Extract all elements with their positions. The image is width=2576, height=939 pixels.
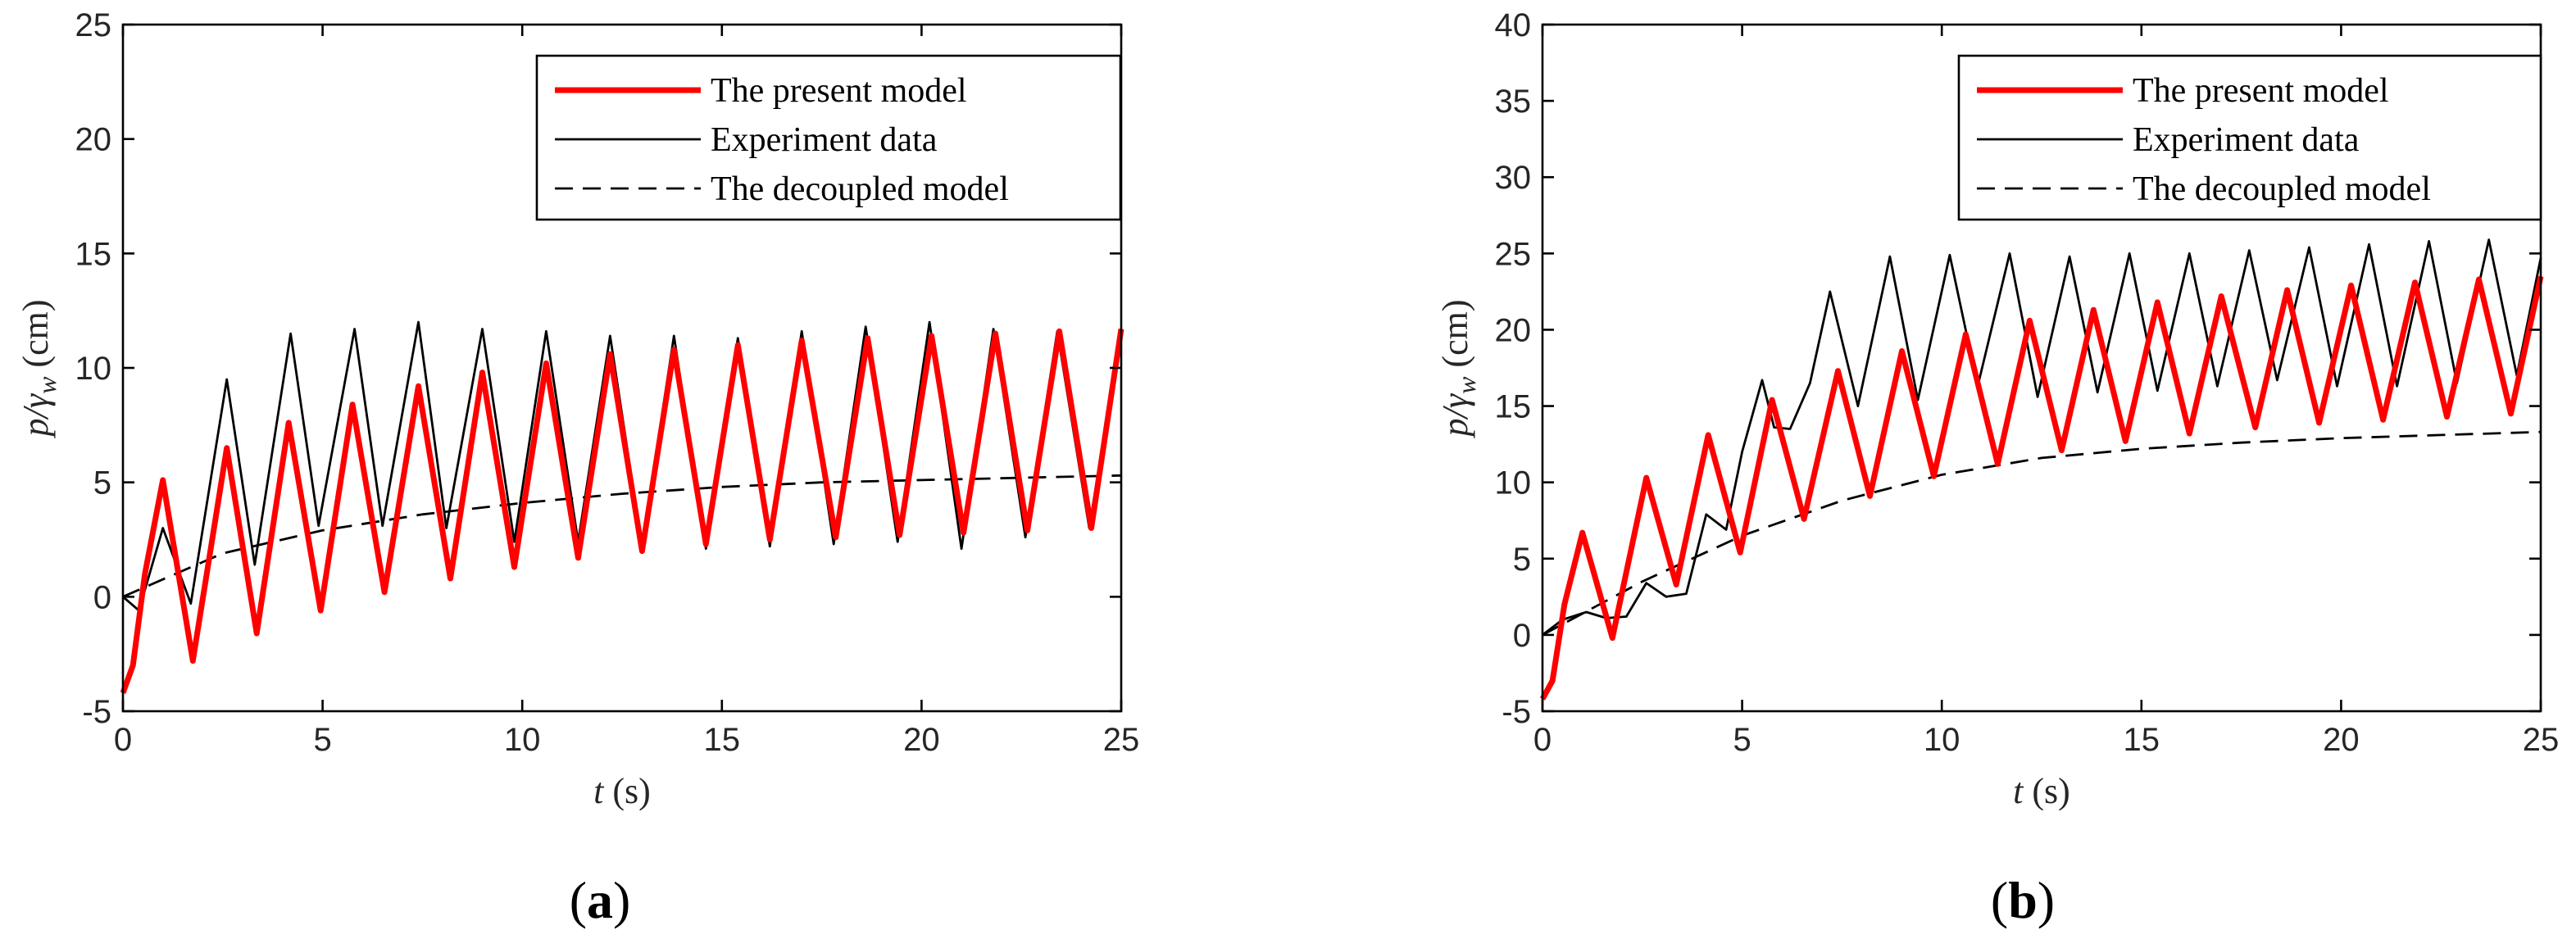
y-axis-main-b: p/γ — [1435, 392, 1475, 438]
x-tick-label-a-25: 25 — [1103, 722, 1140, 758]
y-axis-unit-a: (cm) — [16, 300, 56, 377]
legend-label-decoupled-b: The decoupled model — [2133, 170, 2431, 208]
plot-area-a — [120, 320, 1124, 694]
legend-b: The present model Experiment data The de… — [1957, 54, 2542, 221]
series-line-present-model-a — [120, 328, 1124, 694]
x-axis-unit-a: (s) — [603, 771, 650, 811]
x-axis-var-b: t — [2013, 771, 2024, 811]
y-tick-label-b-15: 15 — [1495, 389, 1532, 425]
x-tick-label-b-5: 5 — [1733, 722, 1751, 758]
plot-area-b — [1539, 238, 2544, 701]
y-tick-label-b-5: 5 — [1513, 542, 1531, 578]
y-tick-label-b-25: 25 — [1495, 236, 1532, 272]
y-axis-sub-b: w — [1452, 376, 1481, 394]
y-tick-label-b-0: 0 — [1513, 618, 1531, 654]
series-line-experiment-a — [122, 320, 1123, 612]
y-tick-label-b-40: 40 — [1495, 7, 1532, 43]
y-tick-label-a-5: 5 — [93, 465, 111, 501]
x-tick-label-b-25: 25 — [2523, 722, 2560, 758]
x-tick-label-b-15: 15 — [2124, 722, 2160, 758]
x-axis-var-a: t — [593, 771, 605, 811]
y-tick-label-a-25: 25 — [75, 7, 112, 43]
y-tick-label-a--5: -5 — [82, 694, 111, 730]
y-tick-label-a-0: 0 — [93, 579, 111, 615]
x-tick-label-a-20: 20 — [903, 722, 940, 758]
x-tick-label-b-0: 0 — [1533, 722, 1552, 758]
y-tick-label-b-35: 35 — [1495, 84, 1532, 120]
legend-label-decoupled-a: The decoupled model — [711, 170, 1009, 208]
y-tick-label-a-20: 20 — [75, 122, 112, 158]
y-tick-label-b-10: 10 — [1495, 465, 1532, 501]
series-line-decoupled-b — [1542, 430, 2542, 637]
y-tick-label-a-15: 15 — [75, 236, 112, 272]
y-axis-label-b: p/γw (cm) — [1435, 300, 1481, 439]
x-axis-label-a: t (s) — [593, 771, 651, 811]
panel-letter-b: b — [2008, 871, 2038, 929]
y-tick-label-b--5: -5 — [1502, 694, 1531, 730]
x-tick-label-a-15: 15 — [704, 722, 741, 758]
y-tick-label-b-20: 20 — [1495, 312, 1532, 348]
axes-frame-b — [1541, 23, 2542, 713]
legend-label-present-model-a: The present model — [711, 72, 967, 110]
legend-label-present-model-b: The present model — [2133, 72, 2389, 110]
legend-box-b — [1957, 54, 2542, 221]
legend-box-a — [535, 54, 1122, 221]
panel-label-a: (a) — [570, 871, 631, 929]
panel-letter-a: a — [587, 871, 613, 929]
legend-label-experiment-b: Experiment data — [2133, 121, 2360, 159]
series-line-experiment-b — [1542, 238, 2542, 637]
legend-label-experiment-a: Experiment data — [711, 121, 938, 159]
y-axis-unit-b: (cm) — [1435, 300, 1475, 377]
y-tick-label-a-10: 10 — [75, 351, 112, 387]
x-tick-label-a-10: 10 — [504, 722, 541, 758]
panel-label-b: (b) — [1991, 871, 2055, 929]
y-axis-sub-a: w — [32, 376, 61, 394]
y-axis-label-a: p/γw (cm) — [16, 300, 61, 439]
x-tick-label-a-0: 0 — [114, 722, 132, 758]
x-axis-label-b: t (s) — [2013, 771, 2070, 811]
series-line-present-model-b — [1539, 275, 2544, 701]
legend-a: The present model Experiment data The de… — [535, 54, 1122, 221]
y-axis-main-a: p/γ — [16, 392, 56, 438]
x-tick-label-a-5: 5 — [313, 722, 331, 758]
x-tick-label-b-20: 20 — [2323, 722, 2360, 758]
y-tick-label-b-30: 30 — [1495, 160, 1532, 196]
x-tick-label-b-10: 10 — [1924, 722, 1960, 758]
x-axis-unit-b: (s) — [2023, 771, 2069, 811]
